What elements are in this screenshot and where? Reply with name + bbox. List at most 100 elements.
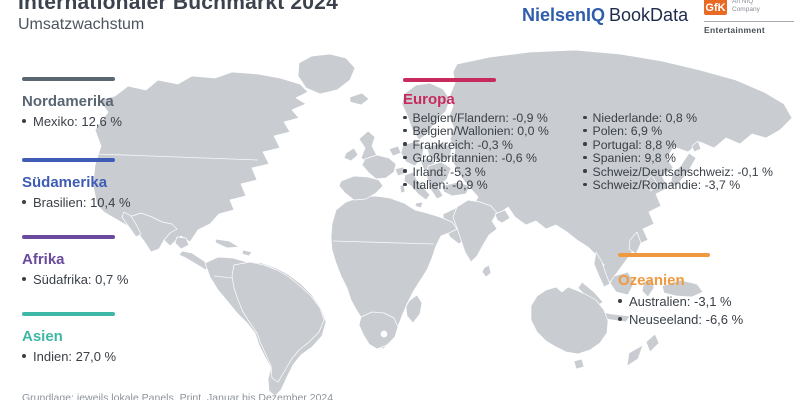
list-item-label: Italien: -0,9 % (412, 178, 488, 193)
gfk-entertainment-logo: GfK An NIQ Company Entertainment (704, 0, 796, 46)
region-title-suedamerika: Südamerika (22, 174, 108, 191)
map-madagascar (405, 294, 423, 324)
map-lesotho (380, 330, 388, 338)
map-scandinavia (401, 82, 451, 141)
region-panel-ozeanien: Ozeanien Australien: -3,1 % Neuseeland: … (618, 253, 743, 328)
map-japan (669, 152, 697, 189)
list-item-label: Portugal: 8,8 % (592, 137, 677, 152)
list-item-label: Belgien/Flandern: -0,9 % (412, 111, 548, 125)
region-title-afrika: Afrika (22, 251, 65, 268)
list-item-label: Australien: -3,1 % (629, 294, 732, 309)
region-panel-nordamerika: Nordamerika Mexiko: 12,6 % (22, 77, 122, 130)
map-border-us-canada (95, 153, 259, 161)
bullet-dot (618, 299, 622, 303)
region-title-europa: Europa (403, 91, 455, 108)
map-india-east-arm (494, 209, 511, 224)
map-poland (426, 142, 453, 163)
region-bar-europa (403, 78, 496, 82)
gfk-logo-text: GfK (705, 2, 726, 14)
map-france (361, 154, 397, 180)
bullet-dot (618, 316, 622, 321)
bullet-dot (583, 115, 587, 119)
nielseniq-wordmark: NielsenIQ (522, 5, 606, 25)
list-item: Großbritannien: -0,6 % (403, 151, 583, 165)
map-greenland (297, 53, 356, 95)
list-item: Belgien/Wallonien: 0,0 % (403, 124, 583, 139)
map-sri-lanka (481, 264, 492, 278)
list-item: Australien: -3,1 % (618, 293, 743, 311)
map-sardinia (399, 183, 406, 194)
europa-list-col2: Niederlande: 0,8 % Polen: 6,9 % Portugal… (583, 111, 773, 192)
bullet-dot (22, 119, 26, 123)
gfk-divider (704, 21, 794, 22)
list-item-label: Neuseeland: -6,6 % (629, 311, 744, 327)
list-item: Neuseeland: -6,6 % (618, 311, 743, 329)
bullet-dot (583, 182, 587, 187)
bullet-dot (403, 169, 407, 173)
map-balkans (426, 161, 452, 200)
list-item-label: Spanien: 9,8 % (592, 151, 676, 166)
bullet-dot (403, 182, 407, 187)
region-panel-europa: Europa Belgien/Flandern: -0,9 % Belgien/… (403, 78, 773, 192)
gfk-division-label: Entertainment (704, 25, 766, 35)
bookdata-wordmark: BookData (609, 5, 689, 25)
bullet-dot (403, 142, 407, 146)
list-item: Mexiko: 12,6 % (22, 114, 122, 130)
map-border-africa (332, 240, 435, 245)
map-italy (403, 171, 431, 201)
gfk-tagline-line1: An NIQ (732, 0, 754, 5)
map-south-africa (358, 311, 399, 350)
map-central-america (178, 250, 211, 271)
map-guatemala (174, 236, 190, 250)
list-item: Niederlande: 0,8 % (583, 111, 773, 125)
bullet-dot (583, 169, 587, 173)
bullet-dot (403, 155, 407, 160)
list-item-label: Schweiz/Deutschschweiz: -0,1 % (592, 164, 773, 179)
bullet-dot (22, 277, 26, 281)
map-turkey (441, 181, 471, 197)
list-item-label: Frankreich: -0,3 % (412, 137, 513, 152)
list-item: Spanien: 9,8 % (583, 151, 773, 166)
map-asia (448, 49, 793, 287)
map-new-zealand-south (626, 344, 644, 367)
list-item-label: Mexiko: 12,6 % (33, 114, 122, 129)
map-sulawesi (641, 277, 655, 298)
list-item: Brasilien: 10,4 % (22, 195, 131, 211)
map-hokkaido (691, 140, 702, 153)
region-bar-suedamerika (22, 158, 115, 162)
map-iceland (349, 92, 370, 106)
map-australia (530, 286, 609, 355)
list-item: Belgien/Flandern: -0,9 % (403, 111, 583, 125)
map-india (452, 199, 498, 263)
page-title: Internationaler Buchmarkt 2024 (18, 0, 338, 14)
map-brazil (231, 261, 325, 383)
region-title-asien: Asien (22, 328, 63, 345)
map-sicily (414, 201, 424, 209)
map-hispaniola (241, 249, 253, 257)
map-iberia (338, 175, 384, 201)
list-item-label: Indien: 27,0 % (33, 349, 117, 364)
region-panel-afrika: Afrika Südafrika: 0,7 % (22, 235, 128, 288)
region-bar-nordamerika (22, 77, 115, 81)
map-tasmania (573, 358, 585, 370)
bullet-dot (22, 200, 26, 204)
map-africa (330, 195, 458, 350)
region-title-ozeanien: Ozeanien (618, 272, 685, 289)
map-cuba (214, 238, 240, 249)
list-item-label: Belgien/Wallonien: 0,0 % (412, 124, 549, 139)
region-panel-suedamerika: Südamerika Brasilien: 10,4 % (22, 158, 131, 211)
list-item: Südafrika: 0,7 % (22, 272, 128, 288)
map-germany (400, 140, 425, 167)
list-item-label: Niederlande: 0,8 % (592, 111, 698, 125)
bullet-dot (403, 128, 407, 133)
map-ireland (343, 147, 359, 162)
list-item-label: Irland: -5,3 % (412, 164, 486, 179)
gfk-logo-icon: GfK (704, 0, 727, 15)
bullet-dot (22, 354, 26, 358)
page-subtitle: Umsatzwachstum (18, 16, 145, 33)
region-panel-asien: Asien Indien: 27,0 % (22, 312, 116, 365)
list-item: Polen: 6,9 % (583, 124, 773, 138)
bullet-dot (583, 128, 587, 133)
map-philippines (628, 231, 642, 255)
